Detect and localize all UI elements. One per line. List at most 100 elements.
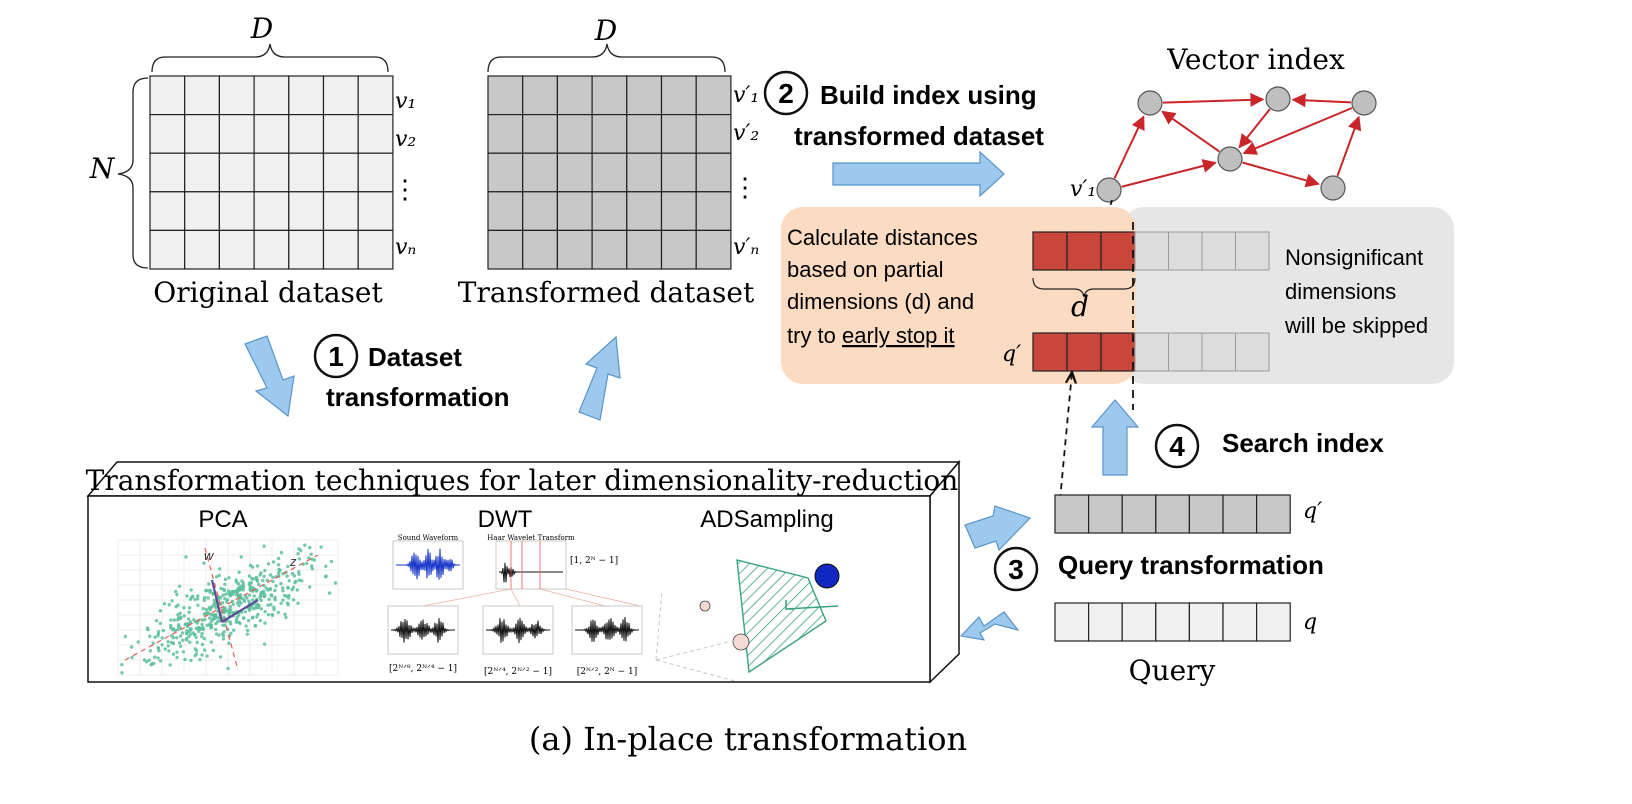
pca-point xyxy=(180,631,185,635)
pca-point xyxy=(247,574,252,578)
step-2-number: 2 xyxy=(778,78,794,109)
pca-point xyxy=(241,581,245,585)
pca-point xyxy=(184,555,188,559)
transformed-dim-label: D xyxy=(594,14,617,47)
step-3-number: 3 xyxy=(1008,554,1024,585)
pca-point xyxy=(178,634,183,638)
dwt-haar-panel xyxy=(495,540,567,590)
pca-point xyxy=(263,621,267,625)
transformed-cell xyxy=(660,152,697,193)
original-query-cell xyxy=(1255,602,1291,642)
original-query-cell xyxy=(1121,602,1157,642)
pca-axis-z xyxy=(124,554,319,661)
pca-point xyxy=(292,574,297,578)
original-row-label-1: v₁ xyxy=(395,89,416,114)
pca-point xyxy=(168,663,172,667)
transformed-cell xyxy=(626,191,663,232)
transformed-query-cell xyxy=(1155,494,1191,534)
transformed-dataset: D v′₁ v′₂ ⋮ v′ₙ Transformed dataset xyxy=(458,14,760,309)
transformed-cell xyxy=(487,152,524,193)
query-vectors: q′ q Query xyxy=(1054,494,1322,687)
original-cell xyxy=(184,75,220,116)
pca-point xyxy=(297,557,302,561)
original-dataset: D N v₁ v₂ ⋮ vₙ Original dataset xyxy=(89,12,418,309)
transformed-row-label-1: v′₁ xyxy=(733,83,759,108)
transformed-cell xyxy=(556,191,593,232)
transformed-cell xyxy=(556,75,593,116)
pca-point xyxy=(279,581,283,586)
pca-point xyxy=(120,671,124,675)
pca-point xyxy=(276,610,280,615)
pca-point xyxy=(297,547,301,551)
pca-point xyxy=(130,645,134,649)
pca-point xyxy=(218,567,222,571)
pca-point xyxy=(266,562,271,566)
pca-point xyxy=(217,595,221,600)
pca-point xyxy=(269,602,273,607)
original-cell xyxy=(253,229,290,270)
pca-point xyxy=(249,605,253,610)
pca-point xyxy=(259,607,263,611)
step-2-label-line-2: transformed dataset xyxy=(794,121,1044,151)
original-cell xyxy=(218,113,255,154)
pca-point xyxy=(223,597,227,601)
index-vector-skipped-cell xyxy=(1201,231,1236,271)
pca-point xyxy=(227,641,231,645)
pca-point xyxy=(217,573,221,578)
dwt-fanout-lines xyxy=(422,588,641,607)
techniques-title: Transformation techniques for later dime… xyxy=(86,464,959,497)
pca-point xyxy=(263,592,267,597)
pca-point xyxy=(172,618,176,622)
pca-point xyxy=(226,666,230,671)
pca-point xyxy=(258,618,262,623)
pca-point xyxy=(245,632,250,636)
down-arrow-to-techniques xyxy=(244,335,295,418)
original-query-cell xyxy=(1054,602,1090,642)
start-node-label: v′₁ xyxy=(1070,177,1096,202)
pca-point xyxy=(263,568,267,573)
pca-point xyxy=(212,601,217,606)
pca-point xyxy=(231,602,235,607)
pca-point xyxy=(262,642,267,646)
query-vector-skipped-cell xyxy=(1201,332,1236,372)
dwt-sound-title: Sound Waveform xyxy=(398,534,459,542)
transformed-cell xyxy=(487,113,524,154)
transformed-query-cell xyxy=(1087,494,1123,534)
pca-point xyxy=(243,610,248,614)
pca-point xyxy=(239,555,243,559)
pca-point xyxy=(235,590,239,594)
pca-point xyxy=(170,634,174,638)
graph-node xyxy=(1096,177,1122,203)
pca-point xyxy=(203,617,207,622)
original-cell xyxy=(184,152,220,193)
pca-point xyxy=(270,613,275,617)
pca-point xyxy=(151,641,155,645)
pca-point xyxy=(196,594,200,598)
dwt-sound-waveform xyxy=(396,548,460,580)
pca-point xyxy=(218,655,223,659)
pca-point xyxy=(329,559,334,564)
original-cell xyxy=(218,191,255,232)
original-query-cell xyxy=(1188,602,1224,642)
step-1-badge xyxy=(313,333,359,379)
adsampling-dashed-axes xyxy=(655,589,737,682)
dwt-thumbnail: Sound Waveform Haar Wavelet Transform [1… xyxy=(387,534,643,677)
pca-point xyxy=(284,615,288,620)
pca-point xyxy=(251,577,255,581)
pca-point xyxy=(136,640,140,644)
pca-point xyxy=(251,598,255,602)
graph-node xyxy=(1351,90,1377,116)
original-cell xyxy=(357,229,394,270)
pca-point xyxy=(175,650,179,654)
original-cell xyxy=(149,113,186,154)
pca-point xyxy=(276,563,281,567)
pca-point xyxy=(156,634,160,638)
pca-point xyxy=(290,588,294,592)
original-cell xyxy=(357,152,394,193)
original-cell xyxy=(322,75,359,116)
index-vector-skipped-cell xyxy=(1235,231,1270,271)
pca-point xyxy=(239,601,243,605)
pca-scatter-points xyxy=(120,543,338,675)
pca-point xyxy=(309,552,313,556)
